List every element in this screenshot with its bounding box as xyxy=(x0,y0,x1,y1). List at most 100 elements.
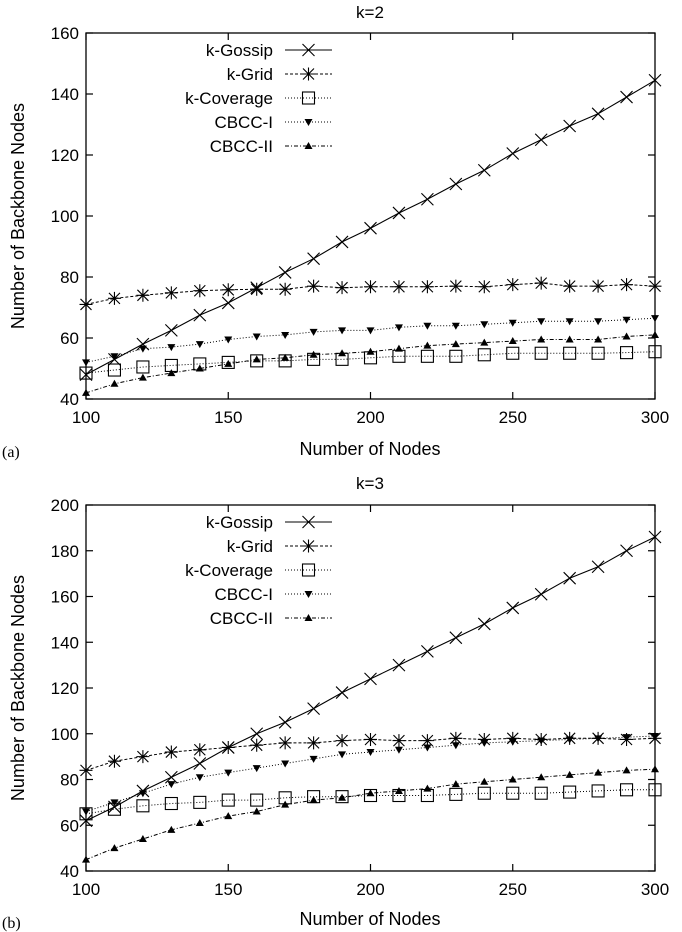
data-point-k-grid xyxy=(164,745,178,759)
data-point-cbcc-i xyxy=(537,318,546,326)
data-point-cbcc-ii xyxy=(281,353,290,361)
data-point-k-coverage xyxy=(563,785,577,799)
data-point-k-gossip xyxy=(250,727,264,741)
data-point-k-gossip xyxy=(421,645,434,658)
data-point-k-gossip xyxy=(591,560,605,574)
legend: k-Gossip k-Grid k-Coverage CBCC-I CBCC-II xyxy=(185,513,332,628)
x-tick-label: 300 xyxy=(641,408,669,427)
data-point-k-coverage xyxy=(477,786,491,800)
legend-label: k-Coverage xyxy=(185,89,273,108)
data-point-k-coverage xyxy=(619,783,634,797)
data-point-cbcc-ii xyxy=(366,347,375,355)
data-point-cbcc-i xyxy=(110,799,119,807)
data-point-k-gossip xyxy=(164,770,178,784)
data-point-cbcc-i xyxy=(138,790,147,798)
data-point-cbcc-i xyxy=(252,765,261,773)
data-point-k-grid xyxy=(79,297,93,311)
data-point-k-coverage xyxy=(563,346,577,360)
data-point-cbcc-ii xyxy=(224,359,233,367)
data-point-k-grid xyxy=(392,280,406,294)
y-tick-label: 100 xyxy=(51,207,79,226)
data-point-k-grid xyxy=(79,763,93,777)
data-point-k-gossip xyxy=(506,601,520,615)
x-tick-label: 100 xyxy=(72,408,100,427)
data-point-k-coverage xyxy=(221,355,235,369)
series-layer xyxy=(79,530,662,863)
data-point-cbcc-i xyxy=(394,324,403,332)
data-point-cbcc-i xyxy=(622,316,631,324)
data-point-k-coverage xyxy=(648,783,662,797)
data-point-k-gossip xyxy=(648,530,662,544)
data-point-k-coverage xyxy=(619,346,634,360)
x-tick-label: 250 xyxy=(499,408,527,427)
data-point-cbcc-i xyxy=(338,751,347,759)
data-point-cbcc-i xyxy=(394,746,403,754)
data-point-cbcc-ii xyxy=(423,784,432,792)
data-point-k-gossip xyxy=(477,163,491,177)
data-point-cbcc-ii xyxy=(594,335,603,343)
data-point-cbcc-i xyxy=(451,322,460,330)
legend-item-k-gossip: k-Gossip xyxy=(206,513,332,532)
data-point-k-gossip xyxy=(648,73,662,87)
series-k-gossip xyxy=(79,530,662,828)
y-tick-label: 40 xyxy=(60,862,79,881)
data-point-cbcc-i xyxy=(281,331,290,339)
data-point-cbcc-ii xyxy=(110,844,119,852)
data-point-k-gossip xyxy=(364,221,377,235)
data-point-k-grid xyxy=(449,279,463,293)
x-tick-label: 150 xyxy=(214,880,242,899)
data-point-cbcc-i xyxy=(366,749,375,757)
data-point-k-gossip xyxy=(392,206,406,220)
data-point-k-coverage xyxy=(107,363,121,377)
data-point-k-grid xyxy=(620,278,634,292)
data-point-k-grid xyxy=(164,286,178,300)
legend-marker xyxy=(302,515,315,529)
data-point-k-grid xyxy=(193,743,207,757)
data-point-k-grid xyxy=(420,280,434,294)
data-point-k-grid xyxy=(107,291,121,305)
data-point-k-coverage xyxy=(250,354,264,368)
data-point-cbcc-i xyxy=(195,341,204,349)
data-point-cbcc-i xyxy=(480,739,489,747)
data-point-cbcc-ii xyxy=(281,800,290,808)
data-point-cbcc-ii xyxy=(82,855,90,863)
legend-item-k-coverage: k-Coverage xyxy=(185,561,332,580)
data-point-k-gossip xyxy=(307,252,320,266)
legend-marker xyxy=(304,614,313,621)
y-tick-label: 80 xyxy=(60,771,79,790)
chart-title: k=3 xyxy=(356,474,384,493)
data-point-cbcc-i xyxy=(508,738,517,746)
legend-item-k-grid: k-Grid xyxy=(227,65,332,84)
data-point-k-grid xyxy=(477,732,491,746)
legend-label: k-Gossip xyxy=(206,41,273,60)
x-tick-label: 100 xyxy=(72,880,100,899)
data-point-cbcc-i xyxy=(480,321,489,329)
x-tick-label: 200 xyxy=(356,880,384,899)
data-point-k-coverage xyxy=(136,360,150,374)
legend-label: CBCC-I xyxy=(214,113,273,132)
data-point-k-gossip xyxy=(534,587,548,601)
data-point-cbcc-ii xyxy=(167,825,176,833)
data-point-k-gossip xyxy=(392,658,406,672)
y-tick-label: 140 xyxy=(51,85,79,104)
data-point-k-gossip xyxy=(335,235,349,249)
data-point-cbcc-ii xyxy=(366,789,375,797)
legend-item-cbcc-i: CBCC-I xyxy=(214,585,332,604)
data-point-k-grid xyxy=(136,288,150,302)
plot-frame xyxy=(85,32,656,400)
data-point-cbcc-ii xyxy=(338,349,347,357)
data-point-cbcc-ii xyxy=(537,773,546,781)
data-point-k-grid xyxy=(534,276,548,290)
x-tick-label: 150 xyxy=(214,408,242,427)
chart-panel-b: k=3 100 150 200 250 300 40 60 80 100 120 140 160 18… xyxy=(2,474,669,932)
data-point-k-grid xyxy=(648,279,662,293)
x-tick-label: 200 xyxy=(356,408,384,427)
y-tick-label: 180 xyxy=(51,542,79,561)
data-point-k-grid xyxy=(335,281,349,295)
plot-frame xyxy=(85,504,656,872)
legend-marker xyxy=(304,119,313,126)
legend-label: CBCC-II xyxy=(210,137,273,156)
x-axis: 100 150 200 250 300 xyxy=(72,505,669,899)
data-point-k-grid xyxy=(250,738,264,752)
data-point-cbcc-i xyxy=(252,333,261,341)
